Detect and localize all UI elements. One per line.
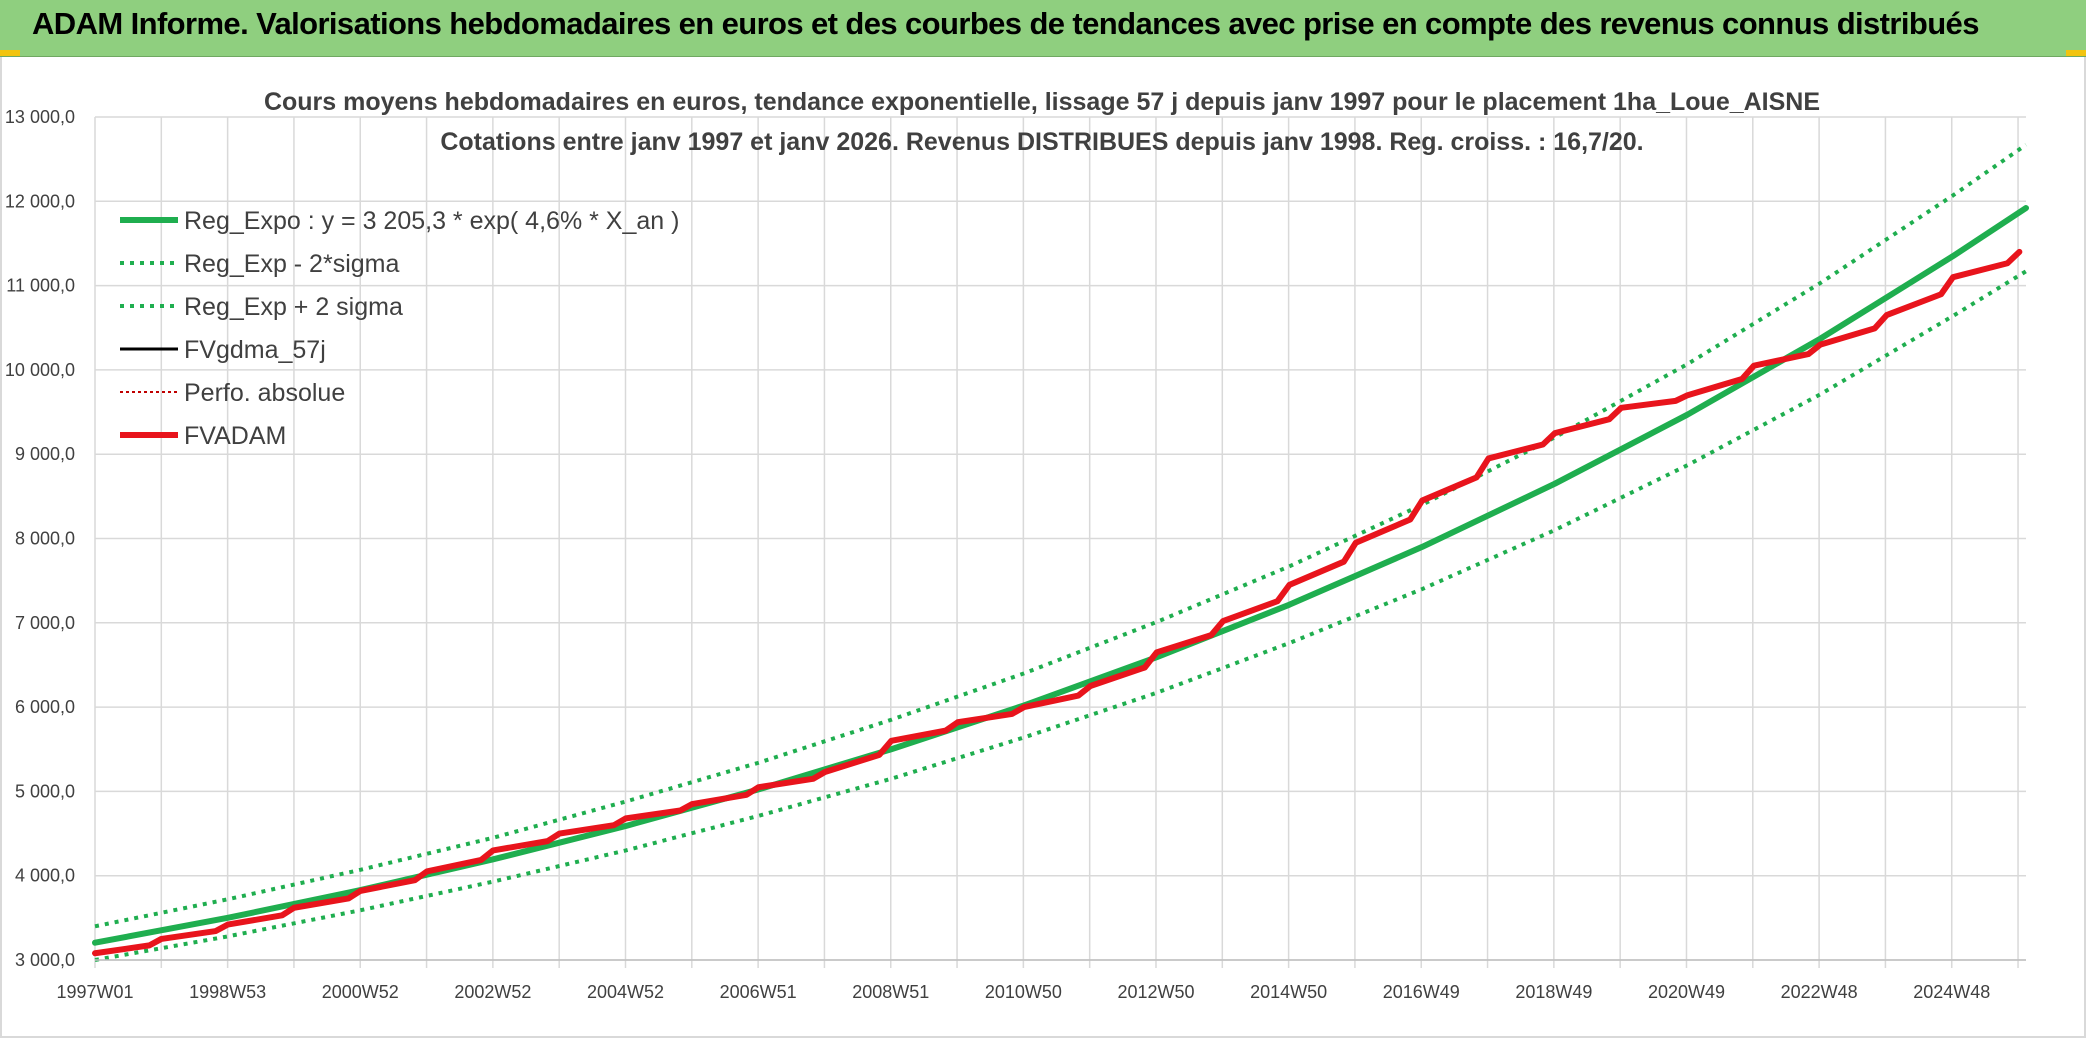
legend-label-0: Reg_Expo : y = 3 205,3 * exp( 4,6% * X_a… (184, 207, 679, 235)
x-tick-label: 2002W52 (454, 982, 531, 1002)
x-tick-label: 2012W50 (1117, 982, 1194, 1002)
y-tick-label: 7 000,0 (15, 613, 75, 633)
corner-marker-right (2066, 50, 2086, 56)
legend-label-3: FVgdma_57j (184, 336, 326, 364)
y-tick-label: 5 000,0 (15, 781, 75, 801)
x-tick-label: 2000W52 (322, 982, 399, 1002)
y-tick-label: 3 000,0 (15, 950, 75, 970)
series-line-5 (92, 248, 2023, 957)
y-tick-label: 13 000,0 (5, 107, 75, 127)
x-tick-label: 2024W48 (1913, 982, 1990, 1002)
chart-title: Cours moyens hebdomadaires en euros, ten… (264, 88, 1820, 116)
x-tick-label: 2016W49 (1383, 982, 1460, 1002)
y-tick-label: 6 000,0 (15, 697, 75, 717)
legend-label-2: Reg_Exp + 2 sigma (184, 293, 403, 321)
x-tick-label: 2020W49 (1648, 982, 1725, 1002)
series-line-4 (94, 251, 2021, 955)
y-tick-label: 9 000,0 (15, 444, 75, 464)
x-tick-label: 2014W50 (1250, 982, 1327, 1002)
series-line-3 (93, 250, 2021, 955)
series-line-1 (94, 269, 2028, 962)
y-tick-label: 4 000,0 (15, 866, 75, 886)
y-tick-label: 11 000,0 (6, 276, 75, 296)
legend-label-1: Reg_Exp - 2*sigma (184, 250, 399, 278)
y-tick-label: 12 000,0 (5, 191, 75, 211)
axis-labels: 3 000,0 4 000,0 5 000,0 6 000,0 7 000,0 8 000… (5, 107, 2026, 1002)
x-tick-label: 2006W51 (720, 982, 797, 1002)
x-tick-label: 2010W50 (985, 982, 1062, 1002)
y-tick-label: 10 000,0 (5, 360, 75, 380)
legend-label-5: FVADAM (184, 422, 286, 450)
legend-label-4: Perfo. absolue (184, 379, 345, 407)
header-bar: ADAM Informe. Valorisations hebdomadaire… (0, 0, 2086, 57)
chart-subtitle: Cotations entre janv 1997 et janv 2026. … (440, 128, 1643, 156)
legend: Reg_Expo : y = 3 205,3 * exp( 4,6% * X_a… (120, 207, 679, 450)
x-tick-label: 2022W48 (1781, 982, 1858, 1002)
x-tick-label: 2018W49 (1515, 982, 1592, 1002)
chart-canvas: 3 000,0 4 000,0 5 000,0 6 000,0 7 000,0 8 000… (5, 88, 2029, 1002)
x-tick-label: 1997W01 (56, 982, 133, 1002)
x-tick-label: 2008W51 (852, 982, 929, 1002)
y-tick-label: 8 000,0 (15, 529, 75, 549)
series-layer (92, 143, 2029, 962)
page-title: ADAM Informe. Valorisations hebdomadaire… (32, 6, 1979, 41)
x-tick-label: 1998W53 (189, 982, 266, 1002)
x-tick-label: 2004W52 (587, 982, 664, 1002)
grid (94, 116, 2026, 968)
corner-marker-left (0, 50, 20, 56)
